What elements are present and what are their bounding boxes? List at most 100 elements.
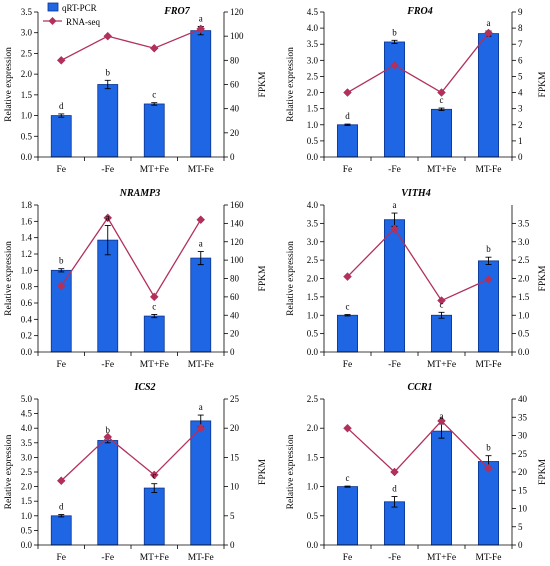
significance-letter: a xyxy=(440,411,444,421)
significance-letter: c xyxy=(346,473,350,483)
rna-seq-point-ics2-2 xyxy=(103,432,113,442)
rna-seq-point-fro4-3 xyxy=(437,88,446,97)
y-tick-label: 0.5 xyxy=(307,329,319,339)
chart-panel-fro7: 0.0 0.5 1.0 1.5 2.0 2.5 3.0 3.5 0 20 40 60 80 100 120 F… xyxy=(4,2,268,175)
y2-tick-label: 2.0 xyxy=(518,274,530,284)
y-tick-label: 0.0 xyxy=(21,540,33,550)
qpcr-bar-nramp3-2 xyxy=(97,239,119,353)
rna-seq-line-fro7 xyxy=(60,28,201,61)
y-tick-label: 2.5 xyxy=(307,394,319,404)
y-tick-label: 2.0 xyxy=(21,69,33,79)
error-bar-vith4-1 xyxy=(344,314,351,317)
qpcr-bar-ccr1-1 xyxy=(336,486,359,546)
y-tick-label: 2.0 xyxy=(307,274,319,284)
qpcr-bar-ccr1-2 xyxy=(383,501,406,546)
significance-letter: a xyxy=(106,212,110,222)
y2-tick-label: 3 xyxy=(518,104,523,114)
rna-seq-point-ics2-4 xyxy=(196,423,206,433)
x-tick-label: -Fe xyxy=(101,360,114,370)
y-tick-label: 1.8 xyxy=(21,200,33,210)
y2-tick-label: 1.5 xyxy=(518,292,530,302)
y2-tick-label: 9 xyxy=(518,7,523,17)
x-tick-label: Fe xyxy=(343,553,353,563)
y2-tick-label: 100 xyxy=(230,255,244,265)
x-tick-label: MT-Fe xyxy=(188,165,214,175)
y2-tick-label: 80 xyxy=(230,55,240,65)
y-axis-title: Relative expression xyxy=(286,241,296,316)
y-tick-label: 0.0 xyxy=(307,152,319,162)
y-tick-label: 2.0 xyxy=(21,482,33,492)
y-tick-label: 4.5 xyxy=(307,7,319,17)
rna-seq-point-fro4-4 xyxy=(484,28,493,38)
y-tick-label: 0.0 xyxy=(307,540,319,550)
rna-seq-point-vith4-1 xyxy=(343,272,352,282)
legend-label: qRT-PCR xyxy=(62,3,97,13)
qpcr-bar-fro7-2 xyxy=(97,84,119,158)
significance-letter: b xyxy=(486,244,491,254)
qpcr-bar-fro4-3 xyxy=(430,108,453,158)
qpcr-bar-fro4-4 xyxy=(477,33,500,158)
y2-tick-label: 120 xyxy=(230,237,244,247)
x-tick-label: -Fe xyxy=(388,360,401,370)
y2-tick-label: 0 xyxy=(230,347,235,357)
x-tick-label: MT-Fe xyxy=(475,360,501,370)
y-tick-label: 3.5 xyxy=(21,7,33,17)
y-tick-label: 1.5 xyxy=(21,90,33,100)
error-bar-nramp3-4 xyxy=(197,251,204,266)
rna-seq-line-ics2 xyxy=(60,427,202,482)
qpcr-bar-fro7-4 xyxy=(190,30,212,158)
y2-tick-label: 0 xyxy=(230,540,235,550)
y-tick-label: 1.5 xyxy=(21,496,33,506)
y2-axis-title: FPKM xyxy=(258,459,268,485)
y2-axis-title: FPKM xyxy=(258,71,268,97)
error-bar-ics2-1 xyxy=(58,514,65,518)
significance-letter: c xyxy=(152,301,156,311)
x-tick-label: MT+Fe xyxy=(427,165,456,175)
error-bar-ccr1-1 xyxy=(344,485,351,488)
y-tick-label: 1.0 xyxy=(307,482,319,492)
y-axis-title: Relative expression xyxy=(4,434,14,509)
y2-tick-label: 20 xyxy=(230,128,240,138)
x-tick-label: -Fe xyxy=(388,165,401,175)
x-tick-label: Fe xyxy=(57,165,67,175)
y2-tick-label: 5 xyxy=(518,522,523,532)
y2-tick-label: 60 xyxy=(230,292,240,302)
rna-seq-point-vith4-4 xyxy=(484,274,493,284)
rna-seq-point-ics2-3 xyxy=(149,470,159,480)
y2-tick-label: 80 xyxy=(230,274,240,284)
chart-panel-fro4: 0.0 0.5 1.0 1.5 2.0 2.5 3.0 3.5 4.0 4.5 0 1 2 3 4 5 6 7 8 9… xyxy=(286,6,548,175)
y2-tick-label: 1 xyxy=(518,136,523,146)
y-tick-label: 2.5 xyxy=(307,255,319,265)
y2-tick-label: 0 xyxy=(518,152,523,162)
rna-seq-point-fro7-4 xyxy=(196,24,206,34)
y2-tick-label: 160 xyxy=(230,200,244,210)
significance-letter: b xyxy=(486,443,491,453)
y-tick-label: 2.5 xyxy=(21,48,33,58)
qpcr-bar-ics2-2 xyxy=(97,440,119,546)
y2-tick-label: 40 xyxy=(230,310,240,320)
significance-letter: d xyxy=(59,101,64,111)
y-tick-label: 3.5 xyxy=(307,39,319,49)
y2-tick-label: 2 xyxy=(518,120,523,130)
x-tick-label: MT+Fe xyxy=(140,553,169,563)
rna-seq-point-ccr1-3 xyxy=(437,416,446,426)
chart-panel-nramp3: 0.0 0.2 0.4 0.6 0.8 1.0 1.2 1.4 1.6 1.8 0 20 40 60 80 1… xyxy=(4,188,268,370)
x-tick-label: MT-Fe xyxy=(188,553,214,563)
y-tick-label: 1.0 xyxy=(21,265,33,275)
qpcr-bar-ccr1-4 xyxy=(477,461,500,546)
y-tick-label: 0.0 xyxy=(21,347,33,357)
chart-title: VITH4 xyxy=(401,188,430,199)
significance-letter: a xyxy=(199,14,203,24)
y2-tick-label: 0.0 xyxy=(518,347,530,357)
rna-seq-point-fro4-1 xyxy=(343,88,352,97)
significance-letter: c xyxy=(152,90,156,100)
y-tick-label: 1.5 xyxy=(307,452,319,462)
qpcr-bar-nramp3-3 xyxy=(143,315,165,353)
significance-letter: d xyxy=(59,502,64,512)
rna-seq-point-ccr1-1 xyxy=(343,423,352,433)
y-tick-label: 4.0 xyxy=(307,200,319,210)
y-tick-label: 0.0 xyxy=(21,152,33,162)
x-tick-label: Fe xyxy=(57,553,67,563)
y-tick-label: 0.5 xyxy=(307,511,319,521)
x-tick-label: MT+Fe xyxy=(427,553,456,563)
